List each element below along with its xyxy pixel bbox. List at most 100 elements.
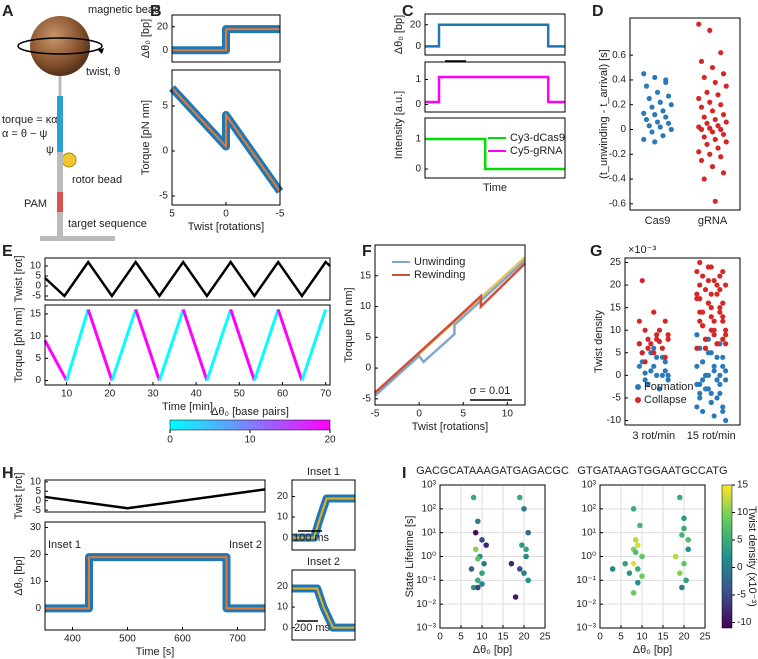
y-axis-label: Torque [pN nm] — [140, 100, 152, 175]
point — [717, 390, 723, 397]
colorbar-tick-label: 0 — [737, 562, 743, 573]
point — [525, 529, 531, 536]
panel-label: D — [592, 3, 604, 20]
axes-frame — [424, 117, 566, 179]
point — [521, 570, 527, 576]
y-tick-label: 5 — [35, 486, 41, 497]
legend-label: Collapse — [644, 394, 687, 406]
point — [718, 126, 724, 133]
point — [626, 570, 633, 576]
line-segment — [181, 308, 209, 382]
point — [665, 377, 671, 383]
point — [717, 273, 723, 279]
point — [517, 566, 523, 572]
point — [712, 116, 718, 123]
point — [660, 108, 666, 114]
point — [632, 549, 639, 556]
point — [708, 305, 714, 311]
y-tick-label: 0.2 — [612, 99, 626, 110]
y-axis-label: Twist density — [593, 310, 605, 373]
point — [643, 116, 650, 123]
x-tick-label: 50 — [234, 389, 246, 400]
line-segment — [205, 308, 233, 382]
point — [714, 282, 720, 288]
y-tick-label: 10 — [30, 261, 42, 272]
colorbar-tick-label: 10 — [737, 507, 749, 518]
chart: 0 1 Intensity [a.u.] — [393, 61, 566, 159]
point — [483, 542, 490, 548]
trace — [425, 137, 565, 171]
y-tick-label: 0 — [620, 124, 626, 135]
y-tick-label: 25 — [610, 257, 622, 268]
point — [707, 125, 713, 131]
point — [681, 515, 687, 522]
point — [712, 79, 718, 86]
y-tick-label: 5 — [615, 347, 621, 358]
y-axis-label: Torque [pN nm] — [13, 307, 25, 382]
annotation: 100 ms — [293, 532, 330, 544]
x-tick-label: 5 — [169, 209, 175, 220]
colorbar-tick-label: 0 — [167, 435, 173, 446]
point — [704, 141, 710, 147]
point — [662, 354, 668, 360]
point — [472, 529, 479, 536]
point — [665, 372, 671, 378]
y-tick-label: 10⁻² — [416, 599, 436, 610]
chart: -5 0 5 10 15 -5 0 5 10 Torque [pN nm] Twist [rotat… — [343, 244, 526, 433]
y-tick-label: 0 — [282, 622, 288, 633]
point — [668, 102, 674, 108]
point — [665, 120, 672, 126]
point — [652, 74, 658, 81]
x-tick-label: -5 — [276, 209, 285, 220]
x-tick-label: 10 — [502, 409, 514, 420]
point — [645, 381, 651, 387]
axes-frame — [291, 479, 356, 551]
point — [519, 542, 525, 548]
point — [694, 404, 700, 410]
label: target sequence — [68, 218, 147, 230]
point — [702, 286, 709, 293]
point — [705, 350, 711, 356]
x-tick-label: 10 — [476, 632, 488, 643]
point — [639, 277, 645, 284]
y-tick-label: 10 — [30, 331, 42, 342]
point — [708, 314, 714, 320]
point — [708, 291, 714, 297]
annotation: σ = 0.01 — [470, 385, 511, 397]
point — [718, 102, 724, 108]
point — [720, 112, 727, 118]
point — [685, 537, 691, 543]
point — [656, 327, 663, 333]
point — [632, 537, 639, 543]
line-segment — [110, 308, 138, 382]
colorbar — [721, 484, 733, 629]
x-axis-label: Δθ₀ [bp] — [633, 644, 672, 656]
point — [701, 134, 707, 140]
point — [700, 359, 706, 365]
point — [711, 332, 717, 338]
point — [663, 114, 669, 120]
point — [636, 363, 642, 369]
point — [668, 126, 674, 133]
point — [651, 363, 657, 369]
point — [723, 327, 729, 333]
point — [720, 404, 726, 410]
y-tick-label: 5 — [35, 271, 41, 282]
label: torque = κα — [2, 114, 58, 126]
chart: -0.6 -0.4 -0.2 0 0.2 0.4 0.6 Cas9 gRNA (t_unwindi… — [598, 17, 741, 227]
point — [723, 377, 729, 383]
point — [714, 377, 720, 383]
point — [714, 341, 720, 347]
point — [694, 291, 700, 297]
point — [475, 577, 481, 584]
y-tick-label: 10 — [610, 325, 622, 336]
y-tick-label: 10 — [277, 602, 289, 613]
point — [696, 95, 702, 102]
point — [635, 566, 641, 572]
trace — [374, 262, 526, 394]
point — [698, 104, 705, 110]
point — [700, 309, 706, 315]
point — [659, 372, 665, 378]
point — [654, 354, 660, 360]
point — [711, 368, 717, 374]
